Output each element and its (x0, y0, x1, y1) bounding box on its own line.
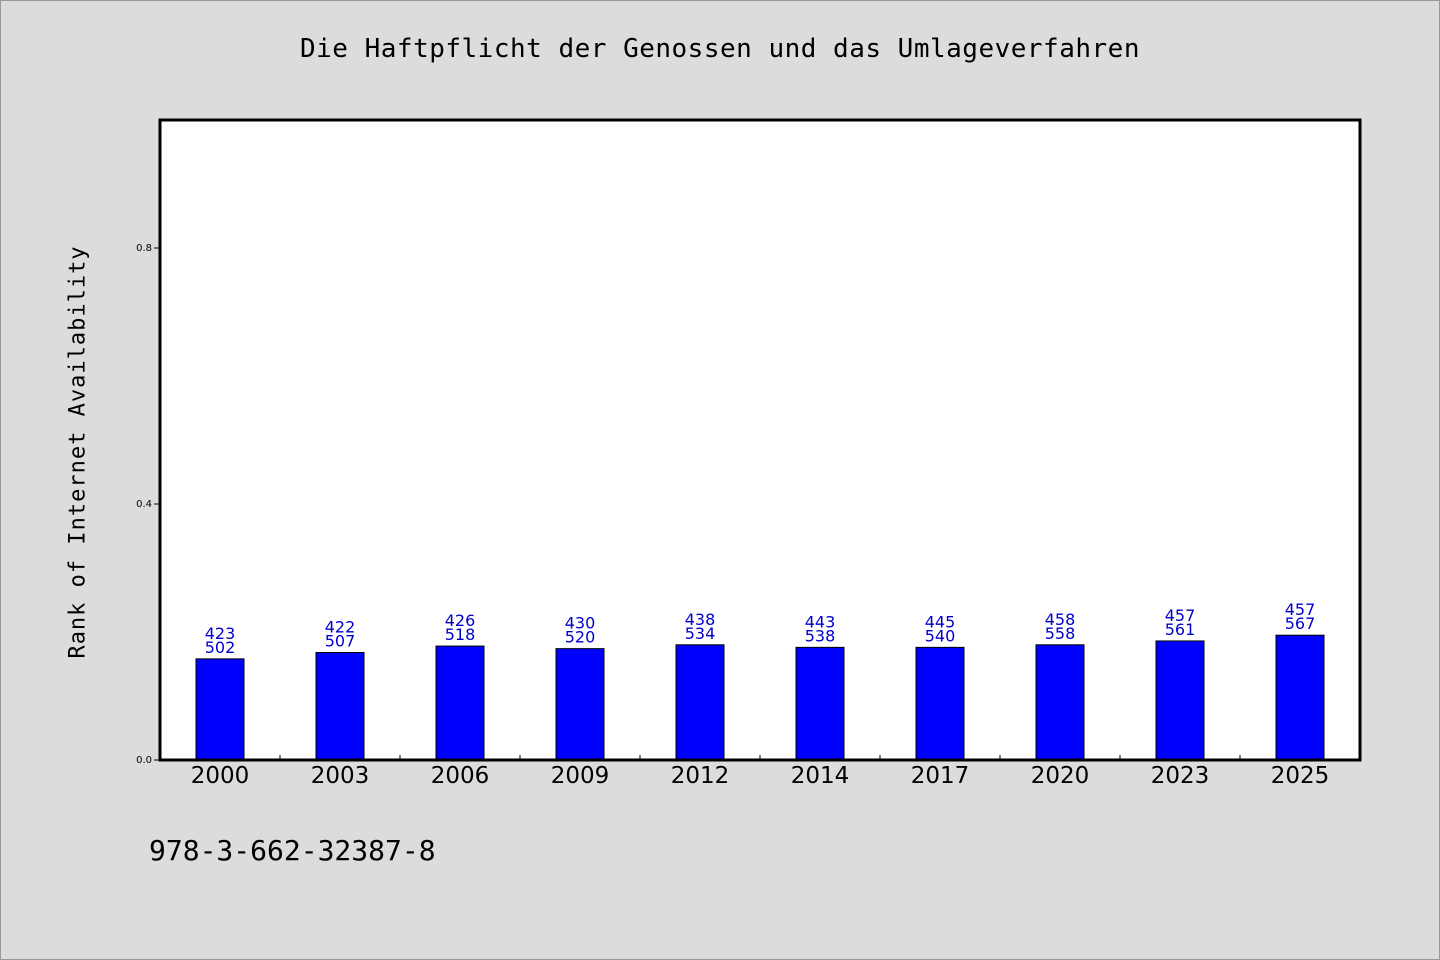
x-tick-label: 2023 (1151, 763, 1210, 789)
x-tick-label: 2012 (671, 763, 730, 789)
bar-label-top: 422 (325, 617, 356, 636)
y-tick-label: 0.4 (136, 499, 152, 510)
bar-label-bottom: 520 (565, 628, 596, 647)
isbn-text: 978-3-662-32387-8 (149, 834, 436, 867)
bar (555, 648, 605, 761)
bar-label-bottom: 507 (325, 631, 356, 650)
x-tick-label: 2009 (551, 763, 610, 789)
bar-label-top: 457 (1165, 606, 1196, 625)
bar-label-top: 445 (925, 612, 956, 631)
chart-title: Die Haftpflicht der Genossen und das Uml… (300, 34, 1140, 64)
bar (1035, 644, 1085, 761)
bar (795, 646, 845, 761)
bar (1155, 640, 1205, 761)
bar-label-top: 423 (205, 624, 236, 643)
bar-label-bottom: 558 (1045, 624, 1076, 643)
bar (675, 644, 725, 761)
bar-label-bottom: 561 (1165, 620, 1196, 639)
x-tick-label: 2025 (1271, 763, 1330, 789)
bar-label-top: 443 (805, 612, 836, 631)
x-tick-label: 2006 (431, 763, 490, 789)
bar-label-bottom: 540 (925, 626, 956, 645)
y-tick-label: 0.8 (136, 243, 152, 254)
bar-label-top: 426 (445, 611, 476, 630)
x-tick-label: 2020 (1031, 763, 1090, 789)
bar (195, 658, 245, 761)
bar-label-bottom: 502 (205, 638, 236, 657)
x-tick-label: 2000 (191, 763, 250, 789)
bar (435, 645, 485, 761)
x-tick-label: 2014 (791, 763, 850, 789)
bar (915, 646, 965, 761)
bar-label-top: 457 (1285, 600, 1316, 619)
bar-label-top: 438 (685, 610, 716, 629)
x-tick-label: 2017 (911, 763, 970, 789)
bar-label-top: 430 (565, 614, 596, 633)
bar-label-top: 458 (1045, 610, 1076, 629)
bar (315, 651, 365, 761)
bar-label-bottom: 567 (1285, 614, 1316, 633)
x-tick-label: 2003 (311, 763, 370, 789)
bar-label-bottom: 518 (445, 625, 476, 644)
bar-label-bottom: 538 (805, 626, 836, 645)
bar (1275, 634, 1325, 761)
y-tick-label: 0.0 (136, 755, 152, 766)
bar-label-bottom: 534 (685, 624, 716, 643)
plot-border (158, 118, 1362, 762)
